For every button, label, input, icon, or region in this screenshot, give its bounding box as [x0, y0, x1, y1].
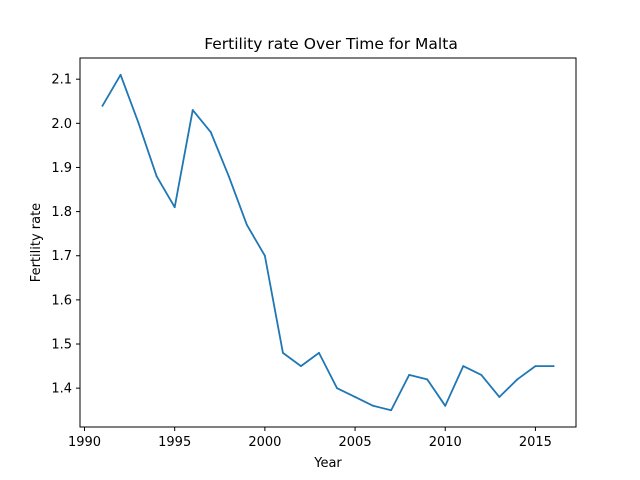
data-point — [516, 378, 519, 381]
y-tick-label: 1.6 — [51, 293, 72, 308]
x-tick-label: 2010 — [429, 435, 462, 450]
data-point — [480, 374, 483, 376]
x-tick-label: 2005 — [339, 435, 372, 450]
data-point — [191, 109, 194, 111]
data-point — [372, 404, 374, 407]
data-point — [498, 396, 501, 398]
data-point — [354, 396, 356, 398]
y-tick-label: 1.8 — [51, 205, 72, 220]
data-point — [300, 365, 302, 367]
y-tick-label: 1.5 — [51, 338, 72, 353]
y-axis-label: Fertility rate — [29, 203, 44, 282]
data-point — [336, 387, 338, 390]
data-point — [552, 365, 555, 367]
data-point — [390, 409, 393, 412]
data-point — [426, 378, 429, 381]
y-axis-ticks: 1.4 1.5 1.6 1.7 1.8 1.9 2.0 2.1 — [51, 73, 80, 397]
data-point — [137, 122, 140, 125]
y-tick-label: 1.4 — [51, 382, 72, 397]
x-axis-ticks: 1990 1995 2000 2005 2010 2015 — [68, 427, 552, 450]
plot-area — [101, 73, 555, 412]
y-tick-label: 2.0 — [51, 117, 72, 132]
data-point — [227, 175, 230, 178]
y-tick-label: 2.1 — [51, 73, 72, 88]
axes-frame — [79, 57, 577, 428]
data-point — [534, 365, 537, 367]
data-point — [119, 73, 122, 76]
data-point — [101, 104, 104, 107]
series-line — [101, 73, 555, 412]
x-axis-label: Year — [313, 456, 342, 471]
x-tick-label: 1990 — [68, 435, 101, 450]
data-point — [209, 131, 212, 134]
x-tick-label: 1995 — [158, 435, 191, 450]
data-point — [408, 374, 411, 376]
y-tick-label: 1.7 — [51, 249, 72, 264]
data-point — [245, 223, 248, 226]
data-point — [173, 206, 176, 209]
data-point — [155, 175, 158, 178]
data-point — [444, 404, 447, 407]
chart-title: Fertility rate Over Time for Malta — [204, 35, 458, 53]
x-tick-label: 2000 — [248, 435, 281, 450]
y-tick-label: 1.9 — [51, 161, 72, 176]
data-point — [318, 351, 320, 354]
data-point — [263, 254, 266, 257]
data-point — [462, 365, 465, 367]
data-point — [282, 351, 284, 354]
x-tick-label: 2015 — [519, 435, 552, 450]
